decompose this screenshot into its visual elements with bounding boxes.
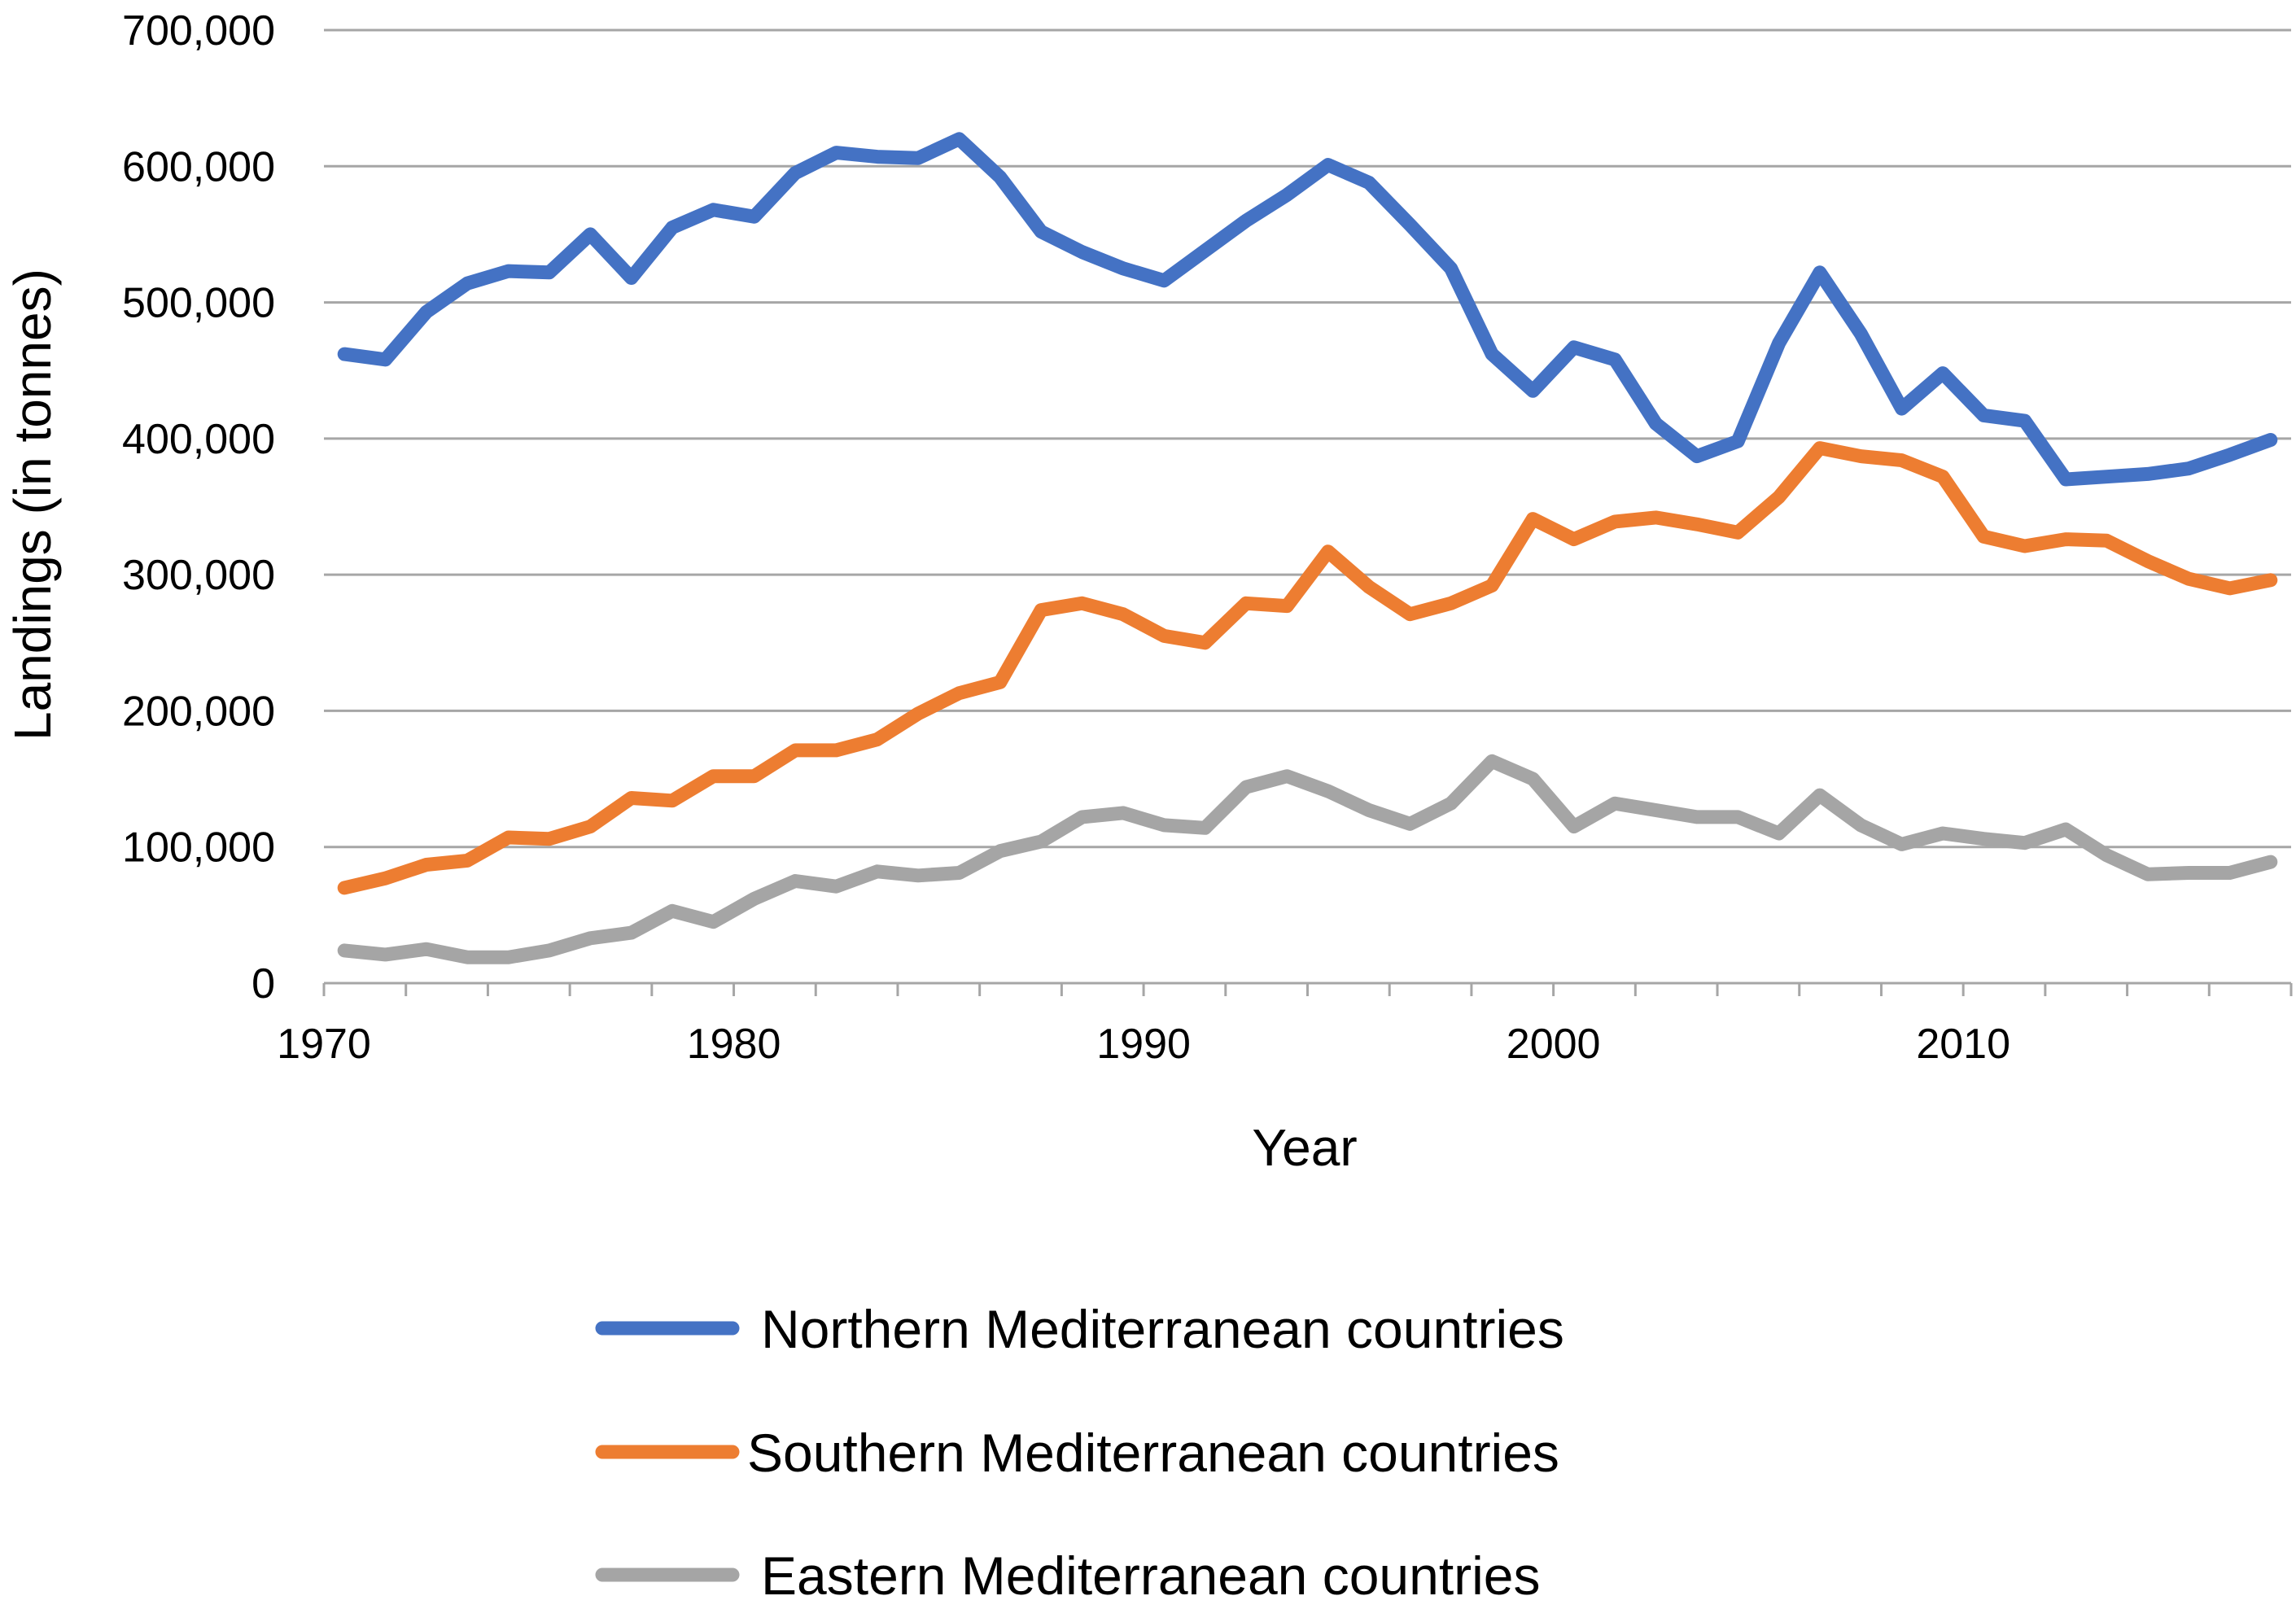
y-axis-title: Landings (in tonnes) bbox=[3, 269, 62, 741]
legend-label: Southern Mediterranean countries bbox=[747, 1423, 1559, 1483]
y-axis-tick-labels: 0 100,000 200,000 300,000 400,000 500,000 600,… bbox=[122, 7, 275, 1008]
x-tick-label: 2000 bbox=[1507, 1021, 1601, 1068]
legend-label: Northern Mediterranean countries bbox=[761, 1299, 1564, 1359]
y-tick-label: 200,000 bbox=[122, 688, 275, 735]
y-tick-label: 300,000 bbox=[122, 552, 275, 599]
legend-label: Eastern Mediterranean countries bbox=[761, 1546, 1541, 1606]
gridlines bbox=[324, 28, 2291, 849]
legend: Northern Mediterranean countries Southern… bbox=[595, 1299, 1564, 1606]
x-axis-tick-labels: 1970 1980 1990 2000 2010 bbox=[277, 1021, 2010, 1068]
series-line-1 bbox=[337, 132, 2278, 487]
y-tick-label: 0 bbox=[251, 960, 275, 1008]
x-axis-title: Year bbox=[1252, 1118, 1357, 1177]
x-tick-label: 1990 bbox=[1096, 1021, 1191, 1068]
series-lines bbox=[337, 132, 2278, 964]
y-tick-label: 600,000 bbox=[122, 143, 275, 190]
series-line-3 bbox=[337, 754, 2278, 964]
y-tick-label: 100,000 bbox=[122, 824, 275, 872]
x-tick-label: 2010 bbox=[1916, 1021, 2010, 1068]
x-tick-label: 1970 bbox=[277, 1021, 371, 1068]
y-tick-label: 700,000 bbox=[122, 7, 275, 55]
series-line-2 bbox=[337, 441, 2278, 895]
y-tick-label: 400,000 bbox=[122, 416, 275, 463]
axes bbox=[322, 982, 2293, 996]
y-tick-label: 500,000 bbox=[122, 280, 275, 327]
x-tick-label: 1980 bbox=[687, 1021, 781, 1068]
